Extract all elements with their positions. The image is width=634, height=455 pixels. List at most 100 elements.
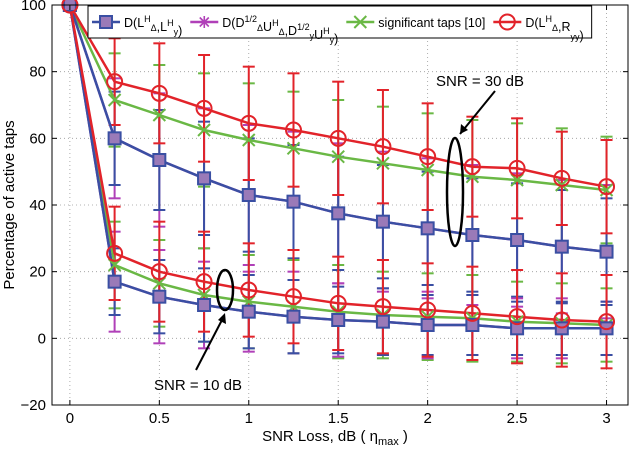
legend-label-part: D(D (222, 16, 244, 30)
data-point (510, 321, 525, 336)
data-point (329, 294, 347, 312)
series-markers (61, 0, 616, 336)
legend-label-part: U (314, 28, 323, 42)
legend-item: D(LHΔ,Ryy) (493, 13, 584, 43)
legend-label-part: y (310, 31, 315, 41)
legend-label-part: D(L (124, 16, 144, 30)
legend-marker (99, 15, 113, 29)
legend-marker (198, 16, 211, 28)
data-point (107, 93, 122, 107)
legend-label-part: ) (178, 24, 182, 38)
data-point (107, 274, 122, 289)
axis-ticks: 0 0.5 1 1.5 2 2.5 3 −20 0 20 40 60 80 100 (21, 0, 628, 427)
legend-label-part: Δ (552, 23, 558, 33)
data-point (331, 313, 346, 327)
data-point (463, 304, 481, 322)
data-point (106, 244, 124, 262)
legend-label: D(LHΔ,Ryy) (525, 14, 583, 43)
data-point (510, 173, 524, 187)
data-point (553, 311, 571, 329)
data-point (463, 158, 481, 176)
data-point (510, 233, 525, 247)
legend-item: D(LHΔ,LHy) (92, 14, 182, 38)
x-axis-label-sub: max (378, 436, 399, 448)
data-point (286, 309, 301, 324)
data-point (286, 141, 301, 156)
annotation-label-10db: SNR = 10 dB (154, 377, 242, 394)
legend-label-part: D(L (525, 16, 545, 30)
x-axis-label-main: SNR Loss, dB ( η (262, 428, 378, 445)
legend-label-part: ) (334, 32, 338, 46)
legend-label-part: H (545, 14, 552, 24)
data-point (465, 228, 480, 242)
data-point (465, 318, 480, 332)
data-point (197, 123, 211, 137)
annotation-ellipse-30db (445, 136, 465, 248)
data-point (331, 206, 346, 221)
data-point (419, 148, 437, 166)
legend: D(LHΔ,LHy)D(D1/2ΔUHΔ,D1/2yUHy)significan… (87, 5, 593, 46)
data-point (106, 73, 124, 91)
legend-label-part: 1/2 (297, 22, 310, 32)
legend-label-part: ) (579, 29, 583, 43)
data-point (419, 301, 437, 319)
legend-label-part: Δ (151, 23, 157, 33)
legend-label: D(LHΔ,LHy) (124, 14, 182, 38)
data-point (152, 289, 167, 304)
series-line (68, 4, 607, 323)
y-axis-label: Percentage of active taps (1, 120, 18, 289)
data-point (420, 163, 435, 177)
x-tick-label: 0.5 (149, 410, 170, 427)
data-point (420, 318, 435, 332)
data-point (420, 221, 435, 236)
data-point (284, 121, 302, 139)
legend-item: D(D1/2ΔUHΔ,D1/2yUHy) (190, 14, 338, 46)
data-point (152, 153, 167, 167)
y-tick-label: −20 (21, 397, 46, 414)
legend-label-part: H (167, 18, 174, 28)
y-tick-label: 100 (21, 0, 46, 14)
legend-label-part: Δ (279, 27, 285, 37)
legend-label: D(D1/2ΔUHΔ,D1/2yUHy) (222, 14, 338, 46)
legend-label-part: 1/2 (245, 14, 258, 24)
data-point (284, 288, 302, 306)
data-point (197, 171, 212, 186)
legend-label-part: ,R (558, 20, 571, 34)
data-point (152, 108, 167, 122)
data-point (241, 304, 256, 319)
x-tick-label: 2.5 (507, 410, 528, 427)
legend-label: significant taps [10] (378, 16, 485, 30)
legend-label-part: H (144, 14, 151, 24)
data-point (508, 308, 526, 326)
data-point (107, 131, 122, 146)
annotation-arrowhead-30db (460, 124, 468, 134)
data-point (374, 298, 392, 316)
data-point (107, 258, 122, 272)
series-line (68, 4, 607, 188)
legend-label-part: significant taps [10] (378, 16, 485, 30)
y-tick-label: 20 (29, 264, 46, 281)
legend-label-part: H (272, 18, 279, 28)
x-tick-label: 1.5 (328, 410, 349, 427)
legend-label-part: U (263, 20, 272, 34)
legend-label-part: y (330, 35, 335, 45)
data-point (375, 314, 390, 329)
data-point (286, 194, 301, 209)
legend-label-part: ,L (157, 20, 167, 34)
legend-marker (498, 13, 516, 31)
legend-item: significant taps [10] (346, 15, 485, 30)
annotation-label-30db: SNR = 30 dB (436, 73, 524, 90)
legend-label-part: Δ (257, 23, 263, 33)
x-axis-label: SNR Loss, dB ( ηmax ) (262, 428, 408, 448)
x-tick-label: 0 (66, 410, 74, 427)
data-point (241, 188, 256, 202)
annotations: SNR = 30 dB SNR = 10 dB (154, 73, 524, 394)
data-point (197, 298, 212, 312)
data-point (150, 84, 168, 102)
legend-label-part: ,D (285, 24, 298, 38)
data-point (152, 276, 167, 291)
data-point (242, 133, 256, 147)
annotation-arrow-10db (195, 317, 224, 371)
data-point (195, 273, 213, 291)
